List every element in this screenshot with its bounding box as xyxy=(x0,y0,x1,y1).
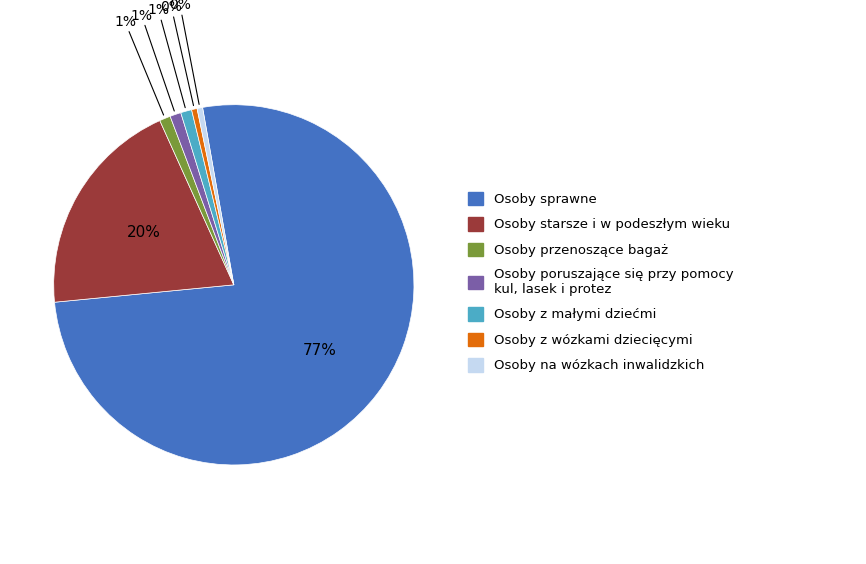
Text: 20%: 20% xyxy=(126,225,160,240)
Text: 77%: 77% xyxy=(303,343,337,358)
Wedge shape xyxy=(197,107,234,285)
Text: 1%: 1% xyxy=(147,3,185,108)
Legend: Osoby sprawne, Osoby starsze i w podeszłym wieku, Osoby przenoszące bagaż, Osoby: Osoby sprawne, Osoby starsze i w podeszł… xyxy=(468,192,734,372)
Text: 1%: 1% xyxy=(131,8,174,111)
Text: 0%: 0% xyxy=(160,0,193,105)
Wedge shape xyxy=(55,105,414,465)
Wedge shape xyxy=(191,108,234,285)
Wedge shape xyxy=(160,116,234,285)
Wedge shape xyxy=(171,113,234,285)
Wedge shape xyxy=(54,121,234,302)
Text: 0%: 0% xyxy=(169,0,199,104)
Text: 1%: 1% xyxy=(114,15,164,115)
Wedge shape xyxy=(181,110,234,285)
